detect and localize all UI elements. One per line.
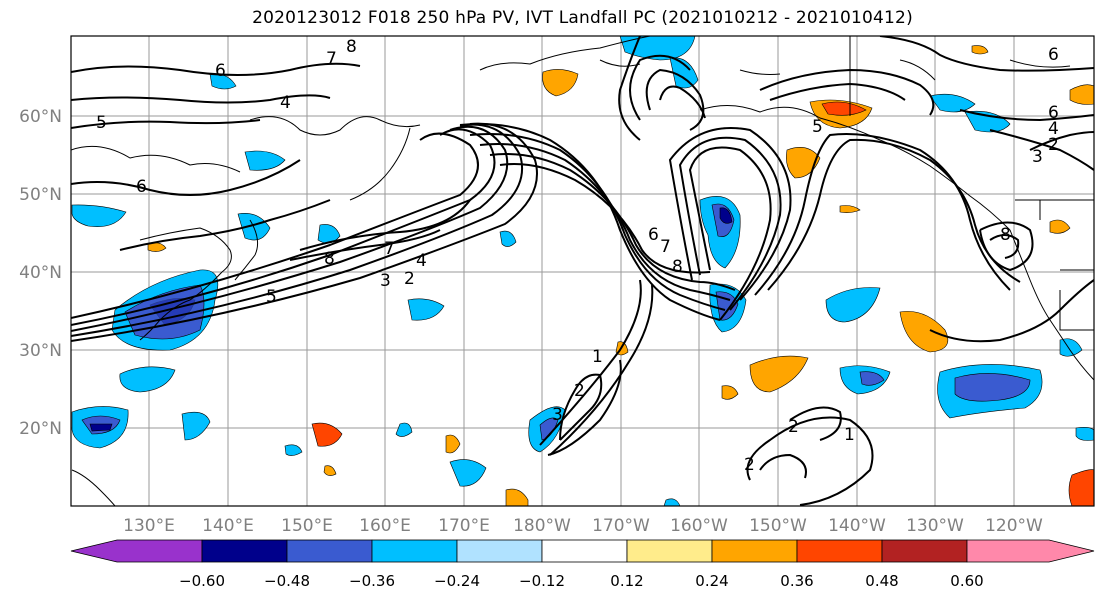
contour-label: 6 [1048, 45, 1059, 65]
colorbar-ticks: −0.60 −0.48 −0.36 −0.24 −0.12 0.12 0.24 … [179, 572, 984, 590]
contour-label: 2 [788, 417, 799, 437]
colorbar-bin [456, 539, 543, 563]
lon-label: 180°W [513, 516, 571, 536]
lon-label: 170°E [438, 516, 490, 536]
contour-label: 8 [672, 257, 683, 277]
contour-label: 7 [660, 237, 671, 257]
colorbar-bin [796, 539, 883, 563]
lon-label: 150°W [749, 516, 807, 536]
contour-label: 4 [416, 251, 427, 271]
colorbar-bin [711, 539, 798, 563]
lon-label: 120°W [985, 516, 1043, 536]
contour-labels: 6 5 6 4 7 8 7 8 5 4 3 2 6 7 8 1 2 3 2 1 … [96, 37, 1059, 475]
colorbar-tick: 0.36 [780, 572, 813, 590]
colorbar-bin [286, 539, 373, 563]
lon-label: 170°W [592, 516, 650, 536]
contour-label: 1 [844, 425, 855, 445]
longitude-labels: 130°E 140°E 150°E 160°E 170°E 180°W 170°… [123, 516, 1043, 536]
lon-label: 140°W [828, 516, 886, 536]
contour-label: 3 [1032, 147, 1043, 167]
lon-label: 140°E [202, 516, 254, 536]
map-frame [70, 35, 1095, 507]
colorbar-tick: −0.48 [264, 572, 310, 590]
colorbar-extend-high [966, 539, 1095, 563]
colorbar-extend-low [70, 539, 203, 563]
contour-label: 2 [574, 381, 585, 401]
colorbar-tick: 0.12 [610, 572, 643, 590]
contour-label: 7 [384, 239, 395, 259]
colorbar-bin [201, 539, 288, 563]
contour-label: 3 [380, 271, 391, 291]
contour-label: 6 [648, 225, 659, 245]
colorbar-tick: 0.24 [695, 572, 728, 590]
contour-label: 6 [215, 61, 226, 81]
contour-label: 8 [346, 37, 357, 57]
contour-label: 1 [592, 347, 603, 367]
lat-label: 60°N [19, 107, 62, 127]
map-title: 2020123012 F018 250 hPa PV, IVT Landfall… [252, 8, 913, 28]
gridlines [71, 36, 1094, 506]
colorbar-tick: −0.24 [434, 572, 480, 590]
contour-label: 2 [1048, 135, 1059, 155]
colorbar-bin [541, 539, 628, 563]
colorbar-bin [371, 539, 458, 563]
lon-label: 130°W [906, 516, 964, 536]
lon-label: 150°E [281, 516, 333, 536]
contour-label: 7 [326, 49, 337, 69]
contour-label: 8 [324, 249, 335, 269]
contour-label: 4 [1048, 119, 1059, 139]
contour-label: 4 [280, 93, 291, 113]
contour-label: 6 [136, 177, 147, 197]
colorbar [70, 539, 1095, 563]
contour-label: 8 [1000, 225, 1011, 245]
colorbar-tick: 0.60 [950, 572, 983, 590]
colorbar-bin [881, 539, 968, 563]
lat-label: 20°N [19, 419, 62, 439]
contour-label: 6 [1048, 103, 1059, 123]
lon-label: 130°E [123, 516, 175, 536]
contour-label: 2 [744, 455, 755, 475]
colorbar-bin [626, 539, 713, 563]
colorbar-tick: 0.48 [865, 572, 898, 590]
contour-label: 5 [96, 113, 107, 133]
colorbar-tick: −0.12 [519, 572, 565, 590]
colorbar-tick: −0.60 [179, 572, 225, 590]
contour-label: 5 [812, 117, 823, 137]
colorbar-tick: −0.36 [349, 572, 395, 590]
lon-label: 160°W [670, 516, 728, 536]
contour-label: 3 [552, 405, 563, 425]
contour-label: 2 [404, 269, 415, 289]
lat-label: 50°N [19, 185, 62, 205]
contour-label: 5 [266, 287, 277, 307]
pv-contours [71, 36, 1094, 506]
lon-label: 160°E [359, 516, 411, 536]
latitude-labels: 60°N 50°N 40°N 30°N 20°N [19, 107, 62, 439]
lat-label: 30°N [19, 341, 62, 361]
lat-label: 40°N [19, 263, 62, 283]
